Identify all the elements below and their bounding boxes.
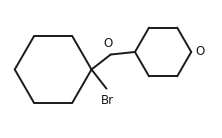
- Text: O: O: [195, 46, 204, 59]
- Text: Br: Br: [101, 94, 114, 107]
- Text: O: O: [103, 37, 113, 50]
